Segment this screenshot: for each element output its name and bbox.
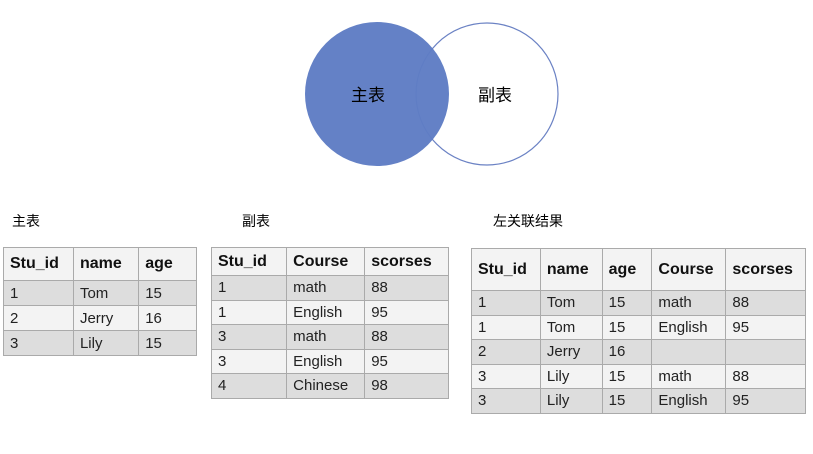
- table-cell: Lily: [72, 330, 140, 356]
- column-header: name: [539, 248, 603, 291]
- main-table-title: 主表: [12, 213, 40, 229]
- table-row: 1 Tom 15: [3, 280, 197, 306]
- header-row: Stu_id name age: [3, 247, 197, 281]
- secondary-table: Stu_id Course scorses 1 math 88 1 English 95 3 mat…: [210, 247, 449, 399]
- table-cell: 2: [3, 305, 74, 331]
- column-header: name: [72, 247, 140, 281]
- table-cell: 95: [364, 299, 449, 325]
- column-header: scorses: [725, 248, 806, 291]
- table-cell: 16: [601, 339, 653, 365]
- table-cell: 98: [364, 373, 449, 399]
- table-cell: English: [286, 348, 366, 374]
- table-cell: 95: [364, 348, 449, 374]
- table-cell: 95: [725, 388, 806, 414]
- table-row: 2 Jerry 16: [471, 339, 806, 365]
- table-cell: 1: [471, 314, 541, 340]
- column-header: Stu_id: [3, 247, 74, 281]
- table-cell: math: [286, 324, 366, 350]
- venn-diagram: 主表 副表: [305, 22, 559, 166]
- table-row: 1 Tom 15 math 88: [471, 290, 806, 316]
- table-cell: 15: [601, 388, 653, 414]
- table-cell: Lily: [539, 388, 603, 414]
- column-header: Course: [651, 248, 727, 291]
- table-cell: 4: [210, 373, 288, 399]
- table-row: 3 Lily 15 math 88: [471, 363, 806, 389]
- table-cell: math: [286, 275, 366, 301]
- header-row: Stu_id name age Course scorses: [471, 248, 806, 291]
- table-cell: English: [651, 388, 727, 414]
- secondary-table-title: 副表: [242, 213, 270, 229]
- table-cell: 3: [210, 324, 288, 350]
- table-cell: Chinese: [286, 373, 366, 399]
- table-row: 1 Tom 15 English 95: [471, 314, 806, 340]
- table-cell: 95: [725, 314, 806, 340]
- header-row: Stu_id Course scorses: [210, 247, 449, 276]
- table-cell: Tom: [539, 314, 603, 340]
- right-circle-label: 副表: [478, 86, 512, 105]
- table-cell: 2: [471, 339, 541, 365]
- table-cell: 15: [601, 363, 653, 389]
- table-cell: Jerry: [539, 339, 603, 365]
- table-cell: [725, 339, 806, 365]
- table-cell: 3: [3, 330, 74, 356]
- table-cell: 1: [471, 290, 541, 316]
- table-cell: 16: [138, 305, 197, 331]
- table-row: 3 English 95: [210, 348, 449, 374]
- table-cell: 15: [138, 330, 197, 356]
- column-header: Course: [286, 247, 366, 276]
- table-cell: 15: [601, 314, 653, 340]
- column-header: age: [138, 247, 197, 281]
- table-cell: 3: [210, 348, 288, 374]
- table-cell: 1: [210, 299, 288, 325]
- column-header: Stu_id: [471, 248, 541, 291]
- table-cell: 88: [725, 363, 806, 389]
- column-header: Stu_id: [210, 247, 288, 276]
- table-cell: 15: [601, 290, 653, 316]
- left-circle: [305, 22, 449, 166]
- column-header: age: [601, 248, 653, 291]
- column-header: scorses: [364, 247, 449, 276]
- table-cell: Tom: [72, 280, 140, 306]
- table-cell: [651, 339, 727, 365]
- main-table: Stu_id name age 1 Tom 15 2 Jerry 16 3 Lily 15: [3, 247, 197, 356]
- result-table-title: 左关联结果: [493, 213, 563, 229]
- table-row: 1 math 88: [210, 275, 449, 301]
- table-row: 3 Lily 15 English 95: [471, 388, 806, 414]
- table-cell: 15: [138, 280, 197, 306]
- table-cell: Lily: [539, 363, 603, 389]
- table-cell: English: [651, 314, 727, 340]
- table-cell: Tom: [539, 290, 603, 316]
- table-cell: math: [651, 363, 727, 389]
- left-join-result-table: Stu_id name age Course scorses 1 Tom 15 math 88 1 T…: [471, 248, 806, 414]
- table-cell: 1: [3, 280, 74, 306]
- table-cell: English: [286, 299, 366, 325]
- table-cell: Jerry: [72, 305, 140, 331]
- table-cell: 3: [471, 388, 541, 414]
- table-row: 3 math 88: [210, 324, 449, 350]
- table-row: 4 Chinese 98: [210, 373, 449, 399]
- table-cell: 88: [725, 290, 806, 316]
- table-cell: 3: [471, 363, 541, 389]
- table-row: 2 Jerry 16: [3, 305, 197, 331]
- table-cell: 1: [210, 275, 288, 301]
- table-cell: math: [651, 290, 727, 316]
- left-circle-label: 主表: [351, 86, 385, 105]
- table-row: 3 Lily 15: [3, 330, 197, 356]
- table-cell: 88: [364, 275, 449, 301]
- table-cell: 88: [364, 324, 449, 350]
- table-row: 1 English 95: [210, 299, 449, 325]
